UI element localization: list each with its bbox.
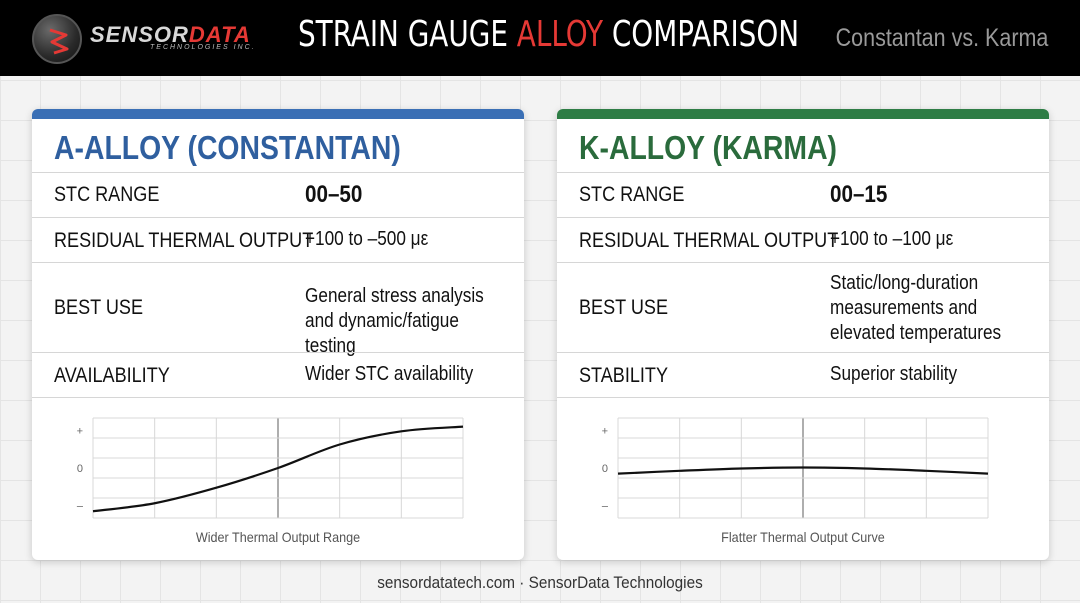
row-value: +100 to –100 με	[830, 228, 954, 250]
constantan-card: A-ALLOY (CONSTANTAN) STC RANGE 00–50 RES…	[32, 109, 524, 560]
row-value: Wider STC availability	[305, 363, 474, 385]
logo-subtext: TECHNOLOGIES INC.	[150, 44, 256, 51]
best-use-row: BEST USE Static/long-duration measuremen…	[557, 262, 1049, 352]
y-tick-label: +	[77, 425, 83, 437]
card-title: A-ALLOY (CONSTANTAN)	[54, 129, 401, 166]
best-use-row: BEST USE General stress analysis and dyn…	[32, 262, 524, 357]
availability-row: AVAILABILITY Wider STC availability	[32, 352, 524, 397]
row-label: BEST USE	[54, 296, 143, 319]
row-value: Superior stability	[830, 363, 958, 385]
y-tick-label: –	[77, 501, 84, 513]
footer-separator: ·	[519, 573, 525, 592]
karma-card: K-ALLOY (KARMA) STC RANGE 00–15 RESIDUAL…	[557, 109, 1049, 560]
y-tick-label: +	[602, 425, 608, 437]
chart-plot: +0 –	[77, 417, 464, 519]
row-label: BEST USE	[579, 296, 668, 319]
chart-caption: Wider Thermal Output Range	[195, 529, 361, 545]
page-subtitle: Constantan vs. Karma	[835, 24, 1048, 52]
card-accent-bar	[557, 109, 1049, 119]
y-tick-label: –	[602, 501, 609, 513]
thermal-output-chart: +0 – Wider Thermal Output Range	[32, 397, 524, 560]
thermal-output-line	[92, 425, 464, 513]
stc-range-row: STC RANGE 00–15	[557, 172, 1049, 217]
logo-icon	[32, 14, 82, 64]
chart-caption: Flatter Thermal Output Curve	[721, 529, 885, 545]
row-label: AVAILABILITY	[54, 364, 170, 387]
footer-company: SensorData Technologies	[528, 573, 703, 592]
row-label: RESIDUAL THERMAL OUTPUT	[579, 229, 839, 252]
footer-site-link[interactable]: sensordatatech.com	[377, 573, 516, 592]
thermal-output-chart: +0 – Flatter Thermal Output Curve	[557, 397, 1049, 560]
footer: sensordatatech.com · SensorData Technolo…	[54, 573, 1026, 593]
stability-row: STABILITY Superior stability	[557, 352, 1049, 397]
row-label: STABILITY	[579, 364, 668, 387]
residual-output-row: RESIDUAL THERMAL OUTPUT +100 to –500 με	[32, 217, 524, 262]
y-tick-label: 0	[602, 463, 608, 475]
logo-wordmark: SENSORDATA	[90, 22, 251, 47]
page-title: STRAIN GAUGE ALLOY COMPARISON	[298, 14, 800, 55]
row-value: General stress analysis and dynamic/fati…	[305, 285, 484, 357]
row-label: STC RANGE	[54, 183, 160, 206]
row-label: RESIDUAL THERMAL OUTPUT	[54, 229, 314, 252]
chart-plot: +0 –	[602, 417, 989, 519]
residual-output-row: RESIDUAL THERMAL OUTPUT +100 to –100 με	[557, 217, 1049, 262]
y-tick-label: 0	[77, 463, 83, 475]
card-title: K-ALLOY (KARMA)	[579, 129, 838, 166]
card-accent-bar	[32, 109, 524, 119]
row-value: 00–15	[830, 181, 888, 208]
row-label: STC RANGE	[579, 183, 685, 206]
row-value: 00–50	[305, 181, 363, 208]
stc-range-row: STC RANGE 00–50	[32, 172, 524, 217]
row-value: +100 to –500 με	[305, 228, 429, 250]
row-value: Static/long-duration measurements and el…	[830, 272, 1002, 344]
thermal-output-line	[617, 466, 989, 475]
header-bar: SENSORDATA TECHNOLOGIES INC. STRAIN GAUG…	[0, 0, 1080, 76]
